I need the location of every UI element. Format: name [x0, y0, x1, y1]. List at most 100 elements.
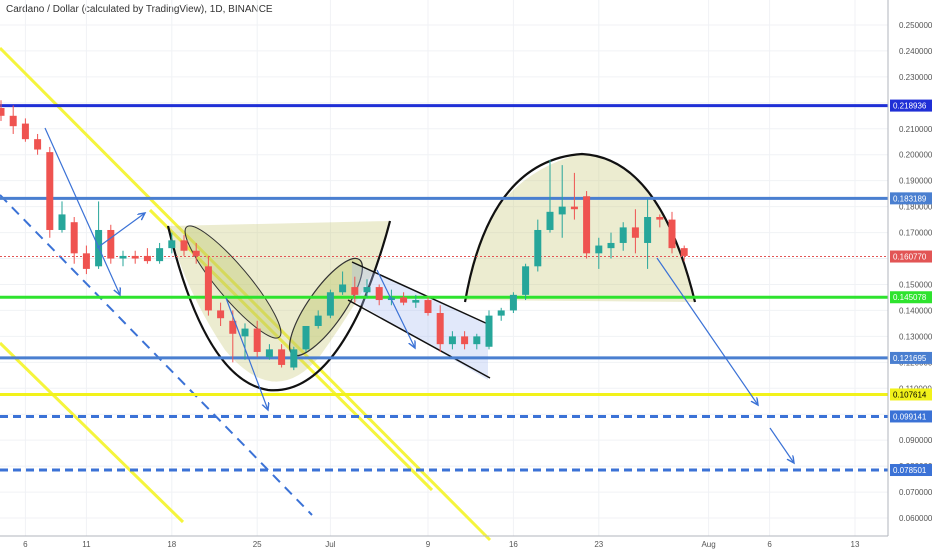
yellow-trendline	[0, 341, 185, 524]
trend-arrow	[376, 269, 415, 348]
candle-body	[82, 253, 90, 269]
y-tick-label: 0.180000	[899, 203, 932, 212]
candle	[107, 224, 115, 264]
candle	[46, 146, 54, 238]
candle	[473, 333, 481, 350]
candle-body	[619, 227, 627, 243]
candle	[168, 232, 176, 254]
level-label-bg	[890, 410, 932, 423]
candle-body	[631, 227, 639, 238]
channel-line	[347, 299, 491, 379]
candle-body	[473, 336, 481, 345]
candle	[546, 159, 554, 233]
trend-arrow	[44, 127, 120, 295]
cup-curve-left	[166, 220, 392, 392]
candle-body	[607, 242, 615, 249]
level-label: 0.145078	[893, 293, 927, 302]
trend-arrow	[225, 297, 268, 410]
candle	[424, 297, 432, 316]
candle-body	[412, 300, 420, 303]
candle-body	[522, 266, 530, 295]
x-tick-label: 16	[509, 540, 518, 549]
level-label: 0.183189	[893, 194, 927, 203]
candle	[326, 289, 334, 319]
candle	[21, 118, 29, 142]
candle-body	[314, 315, 322, 326]
candle-body	[192, 250, 200, 256]
candle-body	[119, 255, 127, 259]
candle	[204, 255, 212, 316]
y-tick-label: 0.250000	[899, 21, 932, 30]
x-tick-label: Jul	[325, 540, 335, 549]
candle-body	[509, 294, 517, 311]
x-tick-label: 9	[426, 540, 431, 549]
candle	[180, 235, 188, 256]
candle-body	[558, 206, 566, 215]
candle-body	[204, 266, 212, 311]
candle-body	[534, 229, 542, 267]
candle-body	[363, 287, 371, 293]
candle-body	[436, 313, 444, 345]
x-tick-label: Aug	[701, 540, 715, 549]
yellow-trendline	[0, 46, 492, 542]
candle	[156, 242, 164, 264]
level-label: 0.099141	[893, 412, 927, 421]
grid-lines	[0, 0, 888, 536]
candle-body	[570, 206, 578, 210]
candle	[485, 310, 493, 350]
candles	[0, 100, 688, 371]
candle	[314, 310, 322, 329]
candle	[583, 191, 591, 259]
candle	[558, 165, 566, 238]
level-label-bg	[890, 464, 932, 477]
candle-body	[229, 320, 237, 334]
candle-body	[400, 297, 408, 303]
candle	[412, 294, 420, 308]
candle	[9, 105, 17, 134]
candle	[290, 346, 298, 371]
candle	[436, 305, 444, 352]
candle	[192, 242, 200, 264]
x-tick-label: 11	[82, 540, 91, 549]
candle-body	[265, 349, 273, 358]
candle-body	[680, 248, 688, 256]
candle	[95, 201, 103, 269]
x-tick-label: 6	[767, 540, 772, 549]
candle	[607, 232, 615, 259]
candle-body	[656, 217, 664, 220]
candle	[34, 133, 42, 155]
candle	[400, 292, 408, 306]
candle	[278, 344, 286, 368]
candle-body	[180, 240, 188, 251]
candle	[461, 331, 469, 350]
x-tick-label: 13	[851, 540, 860, 549]
candle	[131, 250, 139, 264]
candle	[119, 250, 127, 267]
candle	[497, 307, 505, 321]
candle-body	[595, 245, 603, 254]
y-tick-label: 0.240000	[899, 47, 932, 56]
candle-body	[21, 123, 29, 140]
candle	[253, 320, 261, 358]
x-tick-label: 23	[594, 540, 603, 549]
x-axis-ticks: 6 11 18 25 Jul 9 16 23 Aug 6 13	[23, 540, 860, 549]
candle-body	[326, 292, 334, 316]
candle-body	[168, 240, 176, 249]
candle-body	[70, 222, 78, 254]
candle	[363, 279, 371, 298]
level-label-bg	[890, 388, 932, 401]
level-label-bg	[890, 351, 932, 364]
candle	[534, 219, 542, 272]
level-label: 0.218936	[893, 102, 927, 111]
candle	[522, 263, 530, 301]
y-tick-label: 0.200000	[899, 151, 932, 160]
candle-body	[9, 115, 17, 127]
candle-body	[461, 336, 469, 345]
candle-body	[302, 325, 310, 350]
candle	[656, 214, 664, 228]
ellipse-highlight	[184, 225, 282, 339]
y-tick-label: 0.150000	[899, 280, 932, 289]
y-tick-label: 0.090000	[899, 436, 932, 445]
candle	[241, 323, 249, 360]
